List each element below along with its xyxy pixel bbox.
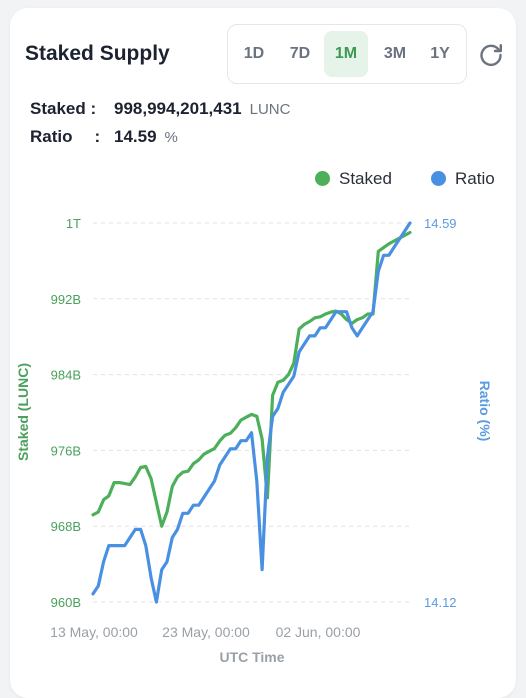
staked-supply-chart: 1T 992B 984B 976B 968B 960B 14.59 14.12 13 May, … — [15, 216, 493, 665]
ratio-unit: % — [164, 129, 178, 146]
right-tick-label: 14.59 — [424, 216, 457, 231]
staked-label: Staked — [30, 99, 86, 118]
time-range-tabs: 1D 7D 1M 3M 1Y — [227, 24, 467, 84]
left-axis-title: Staked (LUNC) — [15, 363, 31, 461]
tab-1m[interactable]: 1M — [324, 31, 368, 77]
refresh-button[interactable] — [476, 40, 506, 70]
staked-series-line — [91, 230, 412, 528]
legend-ratio[interactable]: Ratio — [431, 169, 495, 189]
staked-summary: Staked :998,994,201,431 LUNC — [30, 99, 290, 119]
staked-separator: : — [90, 99, 97, 118]
left-tick-label: 960B — [51, 595, 81, 610]
x-tick-label: 23 May, 00:00 — [162, 624, 250, 640]
left-tick-label: 976B — [51, 443, 81, 458]
ratio-series-line — [91, 221, 412, 604]
ratio-legend-label: Ratio — [455, 169, 495, 188]
refresh-icon — [480, 44, 502, 67]
legend-staked[interactable]: Staked — [315, 169, 392, 189]
left-tick-label: 992B — [51, 292, 81, 307]
ratio-separator: : — [94, 127, 101, 146]
right-tick-label: 14.12 — [424, 595, 457, 610]
x-tick-label: 13 May, 00:00 — [50, 624, 138, 640]
staked-value: 998,994,201,431 — [114, 99, 242, 118]
ratio-value: 14.59 — [114, 127, 157, 146]
tab-3m[interactable]: 3M — [383, 45, 407, 62]
tab-1d[interactable]: 1D — [243, 45, 265, 62]
tab-7d[interactable]: 7D — [289, 45, 311, 62]
staked-unit: LUNC — [249, 101, 291, 118]
staked-supply-card: Staked Supply 1D 7D 1M 3M 1Y Staked :998… — [10, 8, 516, 698]
card-title: Staked Supply — [25, 42, 170, 65]
x-tick-label: 02 Jun, 00:00 — [276, 624, 361, 640]
tab-1y[interactable]: 1Y — [430, 45, 450, 62]
left-tick-label: 968B — [51, 519, 81, 534]
staked-legend-dot — [315, 171, 330, 186]
right-axis-title: Ratio (%) — [477, 381, 493, 442]
ratio-label: Ratio — [30, 127, 73, 146]
staked-legend-label: Staked — [339, 169, 392, 188]
ratio-legend-dot — [431, 171, 446, 186]
x-axis-title: UTC Time — [219, 649, 284, 665]
left-tick-label: 984B — [51, 368, 81, 383]
ratio-summary: Ratio:14.59% — [30, 127, 178, 147]
left-tick-label: 1T — [66, 216, 81, 231]
